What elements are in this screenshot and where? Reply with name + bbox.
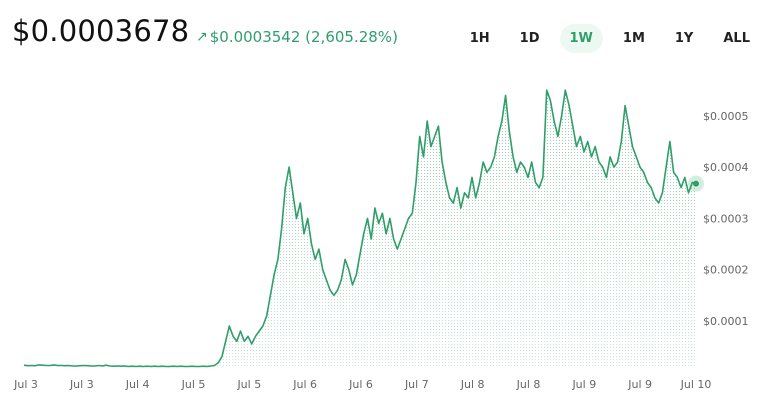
chart-area-fill — [24, 90, 696, 367]
area-fade-overlay — [24, 90, 696, 367]
x-tick-label: Jul 10 — [680, 378, 712, 391]
x-tick-label: Jul 9 — [627, 378, 652, 391]
range-1y-button[interactable]: 1Y — [674, 31, 694, 46]
y-tick-label: $0.0004 — [703, 161, 749, 174]
arrow-up-right-icon: ↗ — [196, 29, 208, 45]
y-tick-label: $0.0003 — [703, 212, 749, 225]
y-axis-labels: $0.0001 $0.0002 $0.0003 $0.0004 $0.0005 — [703, 110, 749, 328]
x-tick-label: Jul 3 — [69, 378, 94, 391]
price-series-line — [23, 89, 697, 368]
price-change: ↗ $0.0003542 (2,605.28%) — [196, 28, 398, 46]
price-change-text: $0.0003542 (2,605.28%) — [209, 28, 398, 46]
current-price: $0.0003678 — [12, 14, 190, 48]
range-1d-button[interactable]: 1D — [519, 31, 540, 46]
x-tick-label: Jul 6 — [348, 378, 373, 391]
x-tick-label: Jul 8 — [516, 378, 541, 391]
x-axis-labels: Jul 3 Jul 3 Jul 4 Jul 5 Jul 5 Jul 6 Jul 6 Jul 7… — [13, 378, 711, 391]
chart-series-line — [23, 89, 697, 368]
y-tick-label: $0.0001 — [703, 315, 749, 328]
x-tick-label: Jul 6 — [292, 378, 317, 391]
x-tick-label: Jul 9 — [571, 378, 596, 391]
price-header: $0.0003678 ↗ $0.0003542 (2,605.28%) 1H 1… — [0, 0, 768, 70]
x-tick-label: Jul 4 — [125, 378, 150, 391]
range-1w-button[interactable]: 1W — [559, 24, 603, 53]
current-price-marker[interactable] — [688, 175, 704, 192]
y-tick-label: $0.0002 — [703, 264, 749, 277]
marker-dot[interactable] — [693, 180, 699, 187]
y-tick-label: $0.0005 — [703, 110, 749, 123]
price-chart[interactable]: $0.0001 $0.0002 $0.0003 $0.0004 $0.0005 Jul … — [0, 70, 768, 409]
range-1m-button[interactable]: 1M — [622, 31, 645, 46]
x-tick-label: Jul 7 — [404, 378, 429, 391]
time-range-selector: 1H 1D 1W 1M 1Y ALL — [460, 24, 760, 53]
x-tick-label: Jul 8 — [460, 378, 485, 391]
x-tick-label: Jul 5 — [181, 378, 206, 391]
range-1h-button[interactable]: 1H — [469, 31, 490, 46]
x-tick-label: Jul 3 — [13, 378, 38, 391]
x-tick-label: Jul 5 — [236, 378, 261, 391]
range-all-button[interactable]: ALL — [723, 31, 750, 46]
